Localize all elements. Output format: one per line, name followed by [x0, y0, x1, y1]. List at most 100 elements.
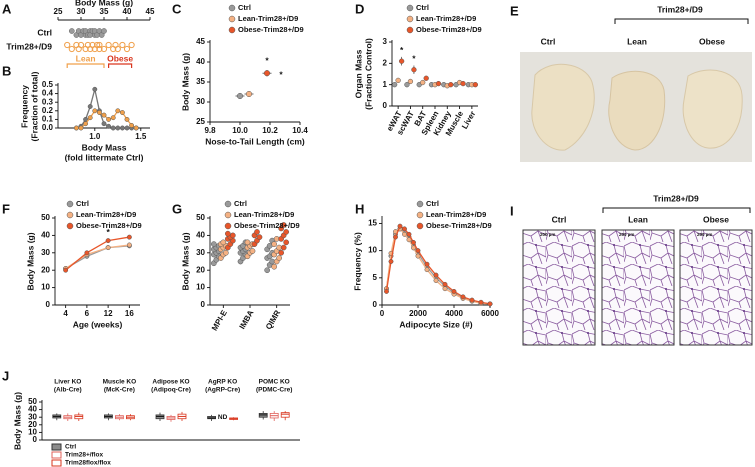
data-point	[133, 125, 139, 131]
data-point	[398, 58, 405, 64]
group-label: AgRP KO	[208, 379, 237, 386]
chart-title: Body Mass (g)	[75, 0, 133, 7]
panel-label: F	[2, 201, 10, 216]
x-axis-label: Body Mass	[82, 142, 127, 152]
panel-label: J	[2, 368, 9, 383]
data-point	[472, 82, 479, 88]
data-point	[397, 223, 403, 229]
annotation: ND	[218, 414, 228, 421]
series-line	[385, 228, 491, 305]
data-point	[442, 281, 448, 287]
panel-label: E	[510, 3, 519, 18]
legend-label: Ctrl	[65, 444, 76, 451]
data-point	[96, 110, 102, 115]
group-label: Liver KO	[54, 379, 81, 386]
x-tick-label: 25	[54, 7, 63, 16]
legend-swatch	[51, 443, 62, 451]
bracket	[66, 63, 105, 68]
y-tick-label: 45	[196, 37, 205, 46]
data-point	[100, 45, 108, 53]
group-label: Adipose KO	[152, 379, 189, 386]
legend-label: Ctrl	[76, 199, 89, 208]
y-tick-label: 5	[373, 273, 378, 282]
data-point	[406, 237, 412, 243]
y-tick-label: 0	[33, 435, 38, 444]
x-tick-label: 0	[380, 309, 385, 318]
x-tick-label: 30	[77, 7, 86, 16]
series-line	[65, 244, 130, 270]
data-point	[101, 121, 107, 127]
data-point	[271, 241, 278, 247]
data-point	[448, 82, 454, 88]
legend-label: Lean-Trim28+/D9	[426, 210, 486, 219]
data-point	[129, 122, 135, 128]
data-point	[460, 294, 466, 300]
data-point	[415, 253, 421, 259]
legend-marker	[224, 222, 232, 230]
data-point	[105, 41, 112, 49]
y-tick-label: 0.1	[42, 115, 54, 124]
data-point	[115, 108, 121, 114]
group-label: (McK-Cre)	[104, 387, 135, 394]
data-point	[433, 278, 439, 283]
data-point	[276, 255, 283, 261]
data-point	[92, 86, 98, 92]
data-point	[271, 263, 278, 270]
y-axis-label: Frequency	[19, 85, 29, 128]
data-point	[101, 112, 107, 118]
data-point	[105, 238, 111, 244]
series-line	[385, 228, 491, 305]
data-point	[433, 272, 439, 278]
x-tick-label: 45	[146, 7, 155, 16]
legend-label: Ctrl	[426, 199, 439, 208]
legend-label: Obese-Trim28+/D9	[234, 221, 300, 230]
y-axis-label: Body Mass (g)	[180, 53, 190, 111]
data-point	[126, 234, 132, 240]
group-label: (Adipoq-Cre)	[151, 387, 191, 394]
legend-label: Lean-Trim28+/D9	[238, 14, 298, 23]
data-point	[106, 123, 112, 129]
data-point	[411, 67, 417, 73]
x-tick-label: 4	[63, 309, 68, 318]
data-point	[83, 121, 89, 127]
data-point	[68, 28, 75, 34]
category-label: Trim28+/D9	[6, 41, 52, 51]
legend-label: Ctrl	[238, 3, 251, 12]
data-point	[256, 234, 263, 240]
y-axis-label: (Fraction Control)	[363, 38, 373, 110]
y-tick-label: 0.2	[42, 106, 54, 115]
series-line	[65, 236, 130, 271]
data-point	[264, 267, 271, 274]
data-point	[424, 267, 430, 273]
scale-label: 200 µm	[697, 232, 712, 237]
y-tick-label: 0.0	[42, 123, 54, 132]
data-point	[114, 45, 121, 53]
y-tick-label: 15	[368, 219, 377, 228]
legend-marker	[224, 211, 232, 219]
panel-label: G	[172, 201, 182, 216]
legend-marker	[416, 211, 424, 219]
panel-label: C	[172, 1, 182, 16]
data-point	[73, 125, 79, 131]
legend-marker	[224, 200, 232, 208]
y-tick-label: 30	[196, 97, 205, 106]
legend-marker	[416, 222, 424, 230]
data-point	[404, 82, 410, 88]
data-point	[96, 41, 103, 49]
y-tick-label: 2	[383, 58, 388, 67]
y-axis-label: Body Mass (g)	[12, 392, 22, 450]
image-label: Lean	[628, 214, 648, 224]
legend-label: Lean-Trim28+/D9	[234, 210, 294, 219]
x-tick-label: 10.0	[232, 126, 248, 135]
data-point	[278, 249, 285, 256]
box	[280, 412, 290, 418]
x-tick-label: 10.2	[262, 126, 278, 135]
y-tick-label: 50	[28, 397, 37, 406]
data-point	[469, 297, 475, 303]
legend-label: Trim28flox/flox	[65, 460, 111, 467]
tissue	[608, 70, 666, 151]
data-point	[435, 80, 442, 87]
y-tick-label: 25	[196, 117, 205, 126]
data-point	[460, 80, 466, 87]
